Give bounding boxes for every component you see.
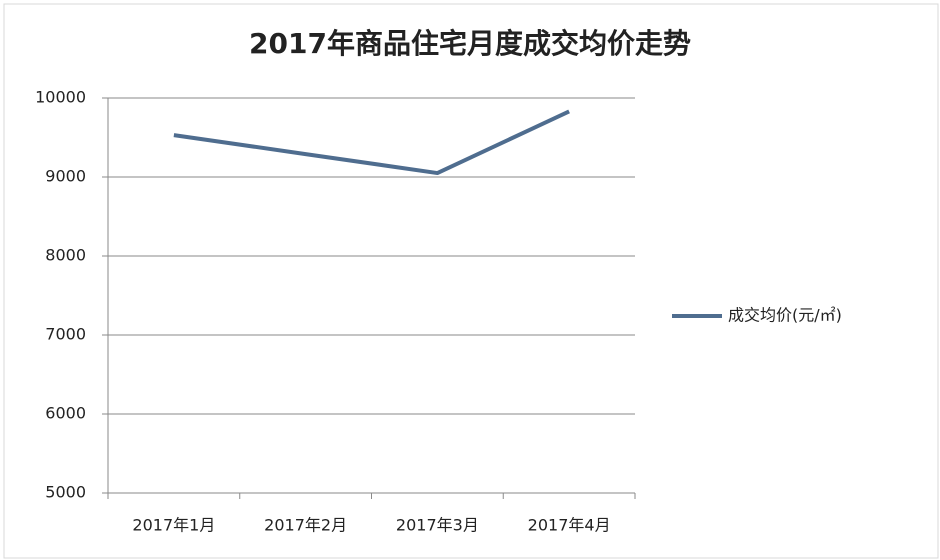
y-tick-label: 6000 xyxy=(45,404,86,423)
y-tick-label: 5000 xyxy=(45,483,86,502)
x-tick-label: 2017年1月 xyxy=(132,516,215,535)
chart-title: 2017年商品住宅月度成交均价走势 xyxy=(249,27,691,60)
chart-frame xyxy=(3,3,939,559)
data-line xyxy=(173,109,570,176)
y-tick-label: 10000 xyxy=(35,88,86,107)
x-tick-label: 2017年4月 xyxy=(528,516,611,535)
x-tick-label: 2017年3月 xyxy=(396,516,479,535)
y-tick-label: 9000 xyxy=(45,167,86,186)
legend-label: 成交均价(元/㎡) xyxy=(728,306,842,325)
x-tick-label: 2017年2月 xyxy=(264,516,347,535)
y-tick-label: 8000 xyxy=(45,246,86,265)
y-tick-label: 7000 xyxy=(45,325,86,344)
